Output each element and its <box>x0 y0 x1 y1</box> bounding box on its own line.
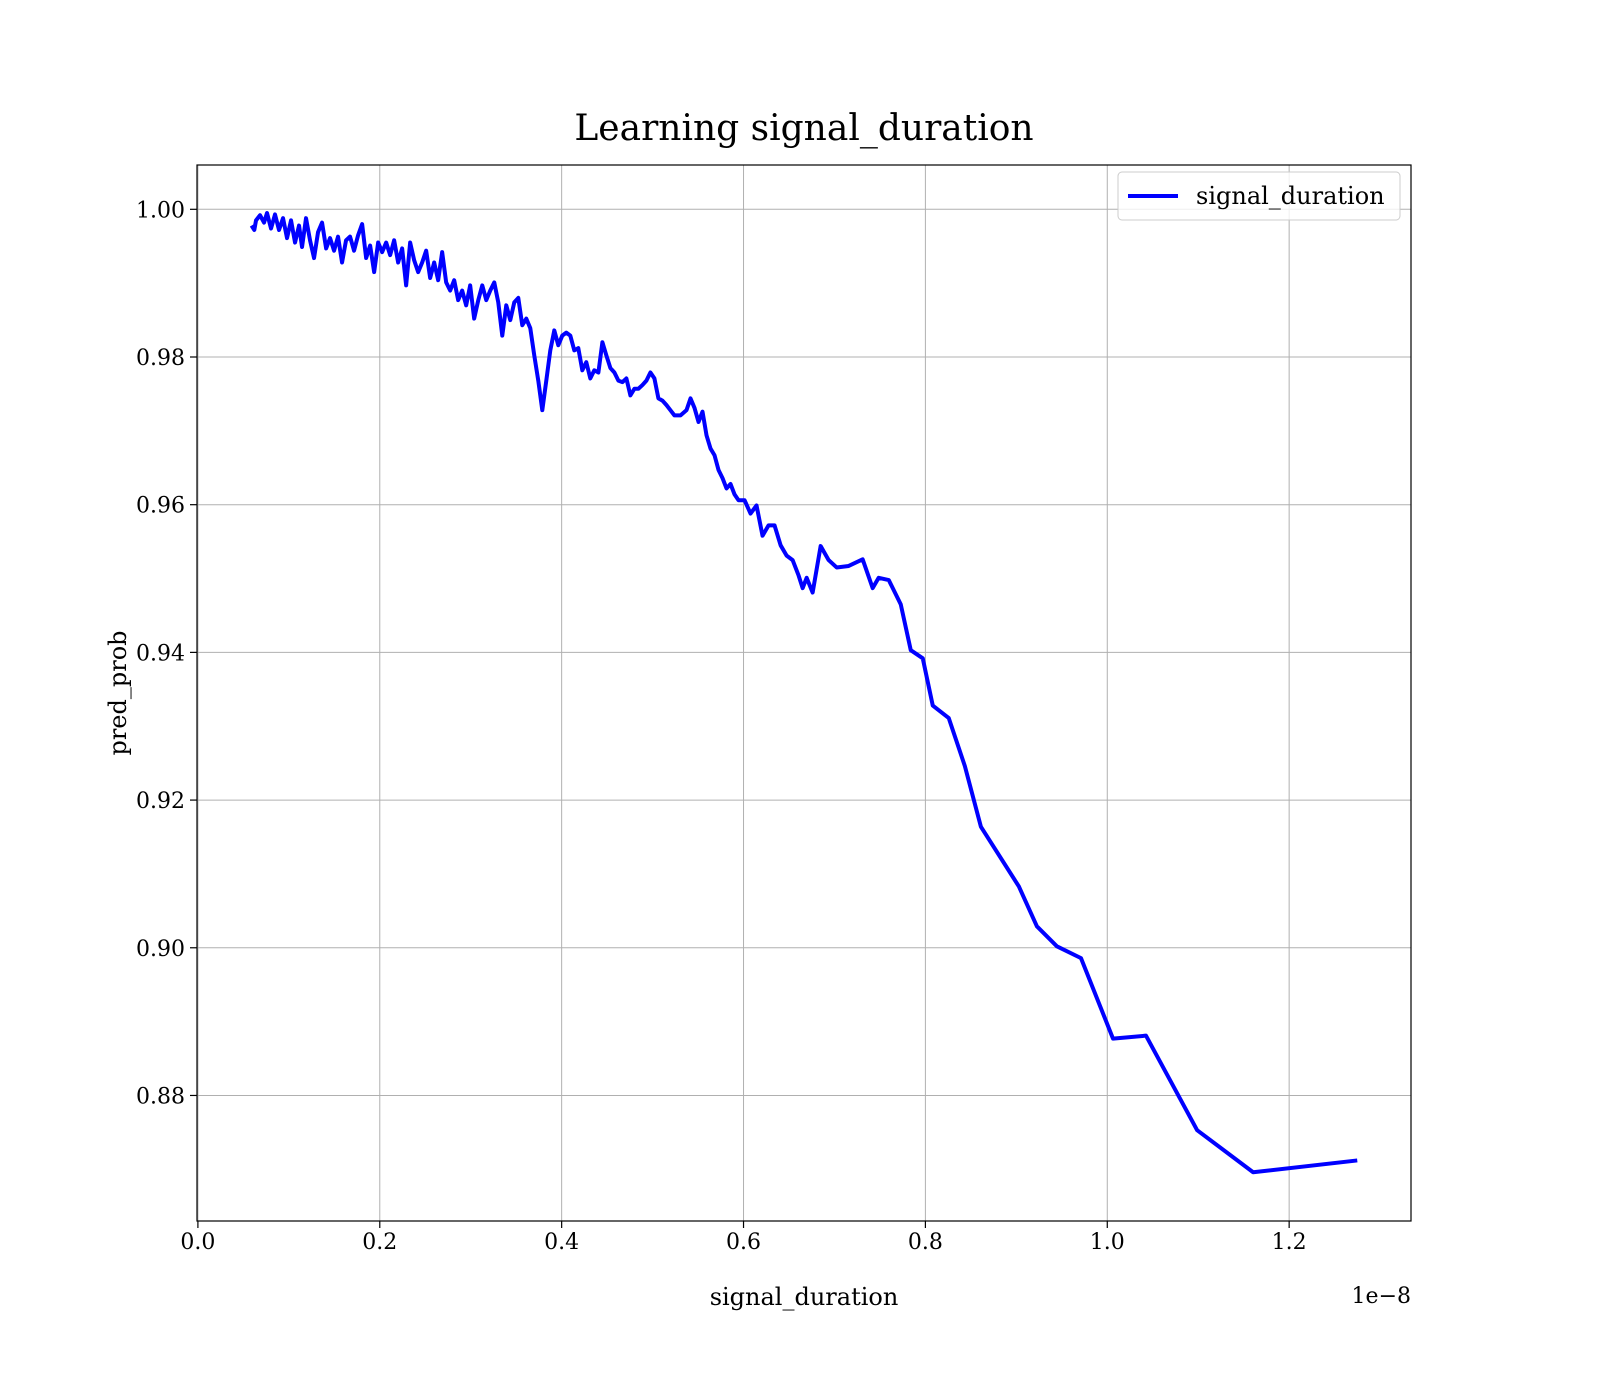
y-axis-label: pred_prob <box>104 630 132 755</box>
legend: signal_duration <box>1117 171 1401 221</box>
y-tick-label: 0.92 <box>136 789 185 814</box>
y-tick-label: 0.88 <box>136 1084 185 1109</box>
y-tick-label: 1.00 <box>136 198 185 223</box>
x-tick-label: 1.0 <box>1090 1230 1125 1255</box>
legend-label: signal_duration <box>1196 182 1385 210</box>
x-tick-label: 0.0 <box>180 1230 215 1255</box>
legend-box <box>1117 171 1401 221</box>
y-tick-label: 0.98 <box>136 346 185 371</box>
chart-title: Learning signal_duration <box>574 108 1033 149</box>
x-tick-label: 0.8 <box>908 1230 943 1255</box>
y-tick-label: 0.94 <box>136 641 185 666</box>
plot-frame <box>196 164 1412 1222</box>
x-tick-label: 1.2 <box>1272 1230 1307 1255</box>
y-tick-label: 0.90 <box>136 937 185 962</box>
x-axis-offset: 1e−8 <box>1352 1284 1411 1309</box>
x-tick-label: 0.6 <box>726 1230 761 1255</box>
x-axis-label: signal_duration <box>710 1283 899 1311</box>
y-tick-label: 0.96 <box>136 494 185 519</box>
x-tick-label: 0.2 <box>362 1230 397 1255</box>
x-tick-label: 0.4 <box>544 1230 579 1255</box>
data-line <box>249 211 1358 1175</box>
